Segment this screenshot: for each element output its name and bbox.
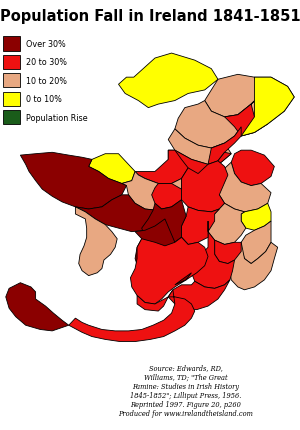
- Polygon shape: [168, 280, 230, 310]
- Polygon shape: [118, 54, 218, 108]
- Polygon shape: [235, 78, 294, 137]
- Bar: [3, 55, 20, 70]
- Bar: [3, 92, 20, 107]
- Polygon shape: [69, 290, 195, 342]
- Text: 20 to 30%: 20 to 30%: [26, 58, 67, 67]
- Polygon shape: [205, 75, 264, 117]
- Polygon shape: [241, 221, 271, 264]
- Bar: [3, 111, 20, 125]
- Bar: [3, 74, 20, 88]
- Polygon shape: [6, 283, 69, 331]
- Polygon shape: [211, 163, 271, 212]
- Text: Population Fall in Ireland 1841-1851: Population Fall in Ireland 1841-1851: [0, 9, 300, 25]
- Polygon shape: [122, 172, 182, 211]
- Polygon shape: [130, 238, 208, 304]
- Polygon shape: [152, 184, 182, 209]
- Polygon shape: [75, 195, 175, 232]
- Text: Population Rise: Population Rise: [26, 114, 87, 122]
- Polygon shape: [135, 151, 188, 184]
- Text: 0 to 10%: 0 to 10%: [26, 95, 62, 104]
- Polygon shape: [230, 243, 278, 290]
- Polygon shape: [231, 151, 274, 186]
- Polygon shape: [135, 219, 195, 287]
- Polygon shape: [182, 161, 228, 212]
- Text: 10 to 20%: 10 to 20%: [26, 77, 67, 86]
- Polygon shape: [208, 127, 241, 165]
- Text: Over 30%: Over 30%: [26, 40, 65, 49]
- Polygon shape: [241, 204, 271, 231]
- Polygon shape: [75, 207, 117, 276]
- Polygon shape: [225, 92, 268, 137]
- Bar: [3, 37, 20, 52]
- Text: Source: Edwards, RD,
Williams, TD; "The Great
Famine: Studies in Irish History
1: Source: Edwards, RD, Williams, TD; "The …: [118, 363, 254, 417]
- Polygon shape: [191, 221, 235, 289]
- Polygon shape: [89, 154, 135, 184]
- Polygon shape: [175, 101, 241, 149]
- Polygon shape: [208, 204, 246, 245]
- Polygon shape: [168, 129, 231, 165]
- Polygon shape: [20, 153, 127, 209]
- Polygon shape: [241, 78, 294, 137]
- Polygon shape: [182, 207, 219, 245]
- Polygon shape: [168, 151, 231, 184]
- Polygon shape: [142, 200, 186, 246]
- Polygon shape: [215, 241, 241, 264]
